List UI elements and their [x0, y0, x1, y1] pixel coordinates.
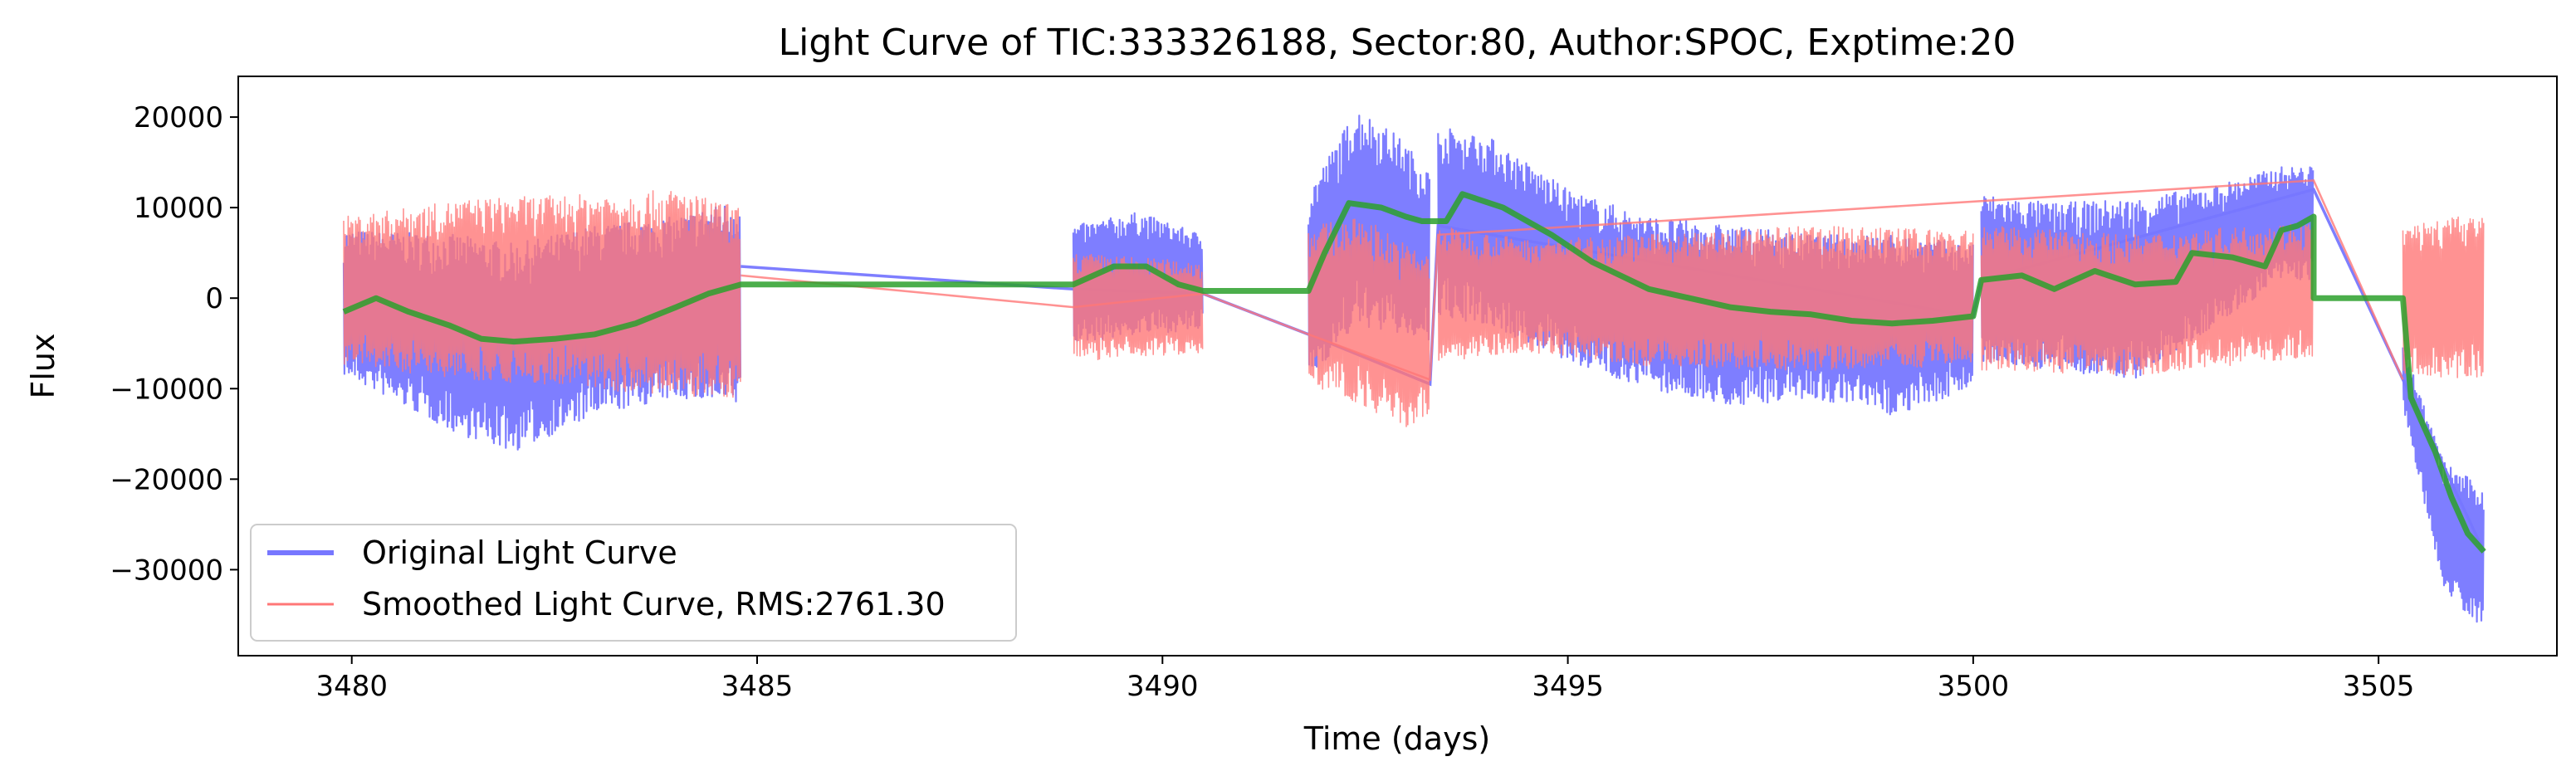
y-tick-label: 20000 [134, 101, 223, 134]
chart-title: Light Curve of TIC:333326188, Sector:80,… [779, 22, 2016, 64]
y-axis: −30000 −20000 −10000 0 10000 20000 [110, 101, 238, 587]
x-tick-label: 3485 [721, 670, 794, 703]
x-tick-label: 3490 [1127, 670, 1199, 703]
series-1-segment-3 [1437, 226, 1974, 371]
x-axis-label: Time (days) [1303, 720, 1490, 757]
series-1-segment-0 [343, 190, 741, 398]
legend-box [250, 524, 1017, 642]
series-0-segment-4 [1980, 166, 2314, 379]
plot-frame [237, 76, 2558, 657]
series-1-segment-5 [2402, 216, 2485, 378]
x-axis: 3480 3485 3490 3495 3500 3505 [315, 656, 2414, 703]
legend-label-smoothed: Smoothed Light Curve, RMS:2761.30 [362, 586, 946, 622]
series-0-segment-5 [2402, 347, 2485, 623]
x-tick-label: 3480 [315, 670, 388, 703]
series-2-trend-line [342, 191, 2486, 554]
y-tick-label: 10000 [134, 192, 223, 225]
plot-area [342, 115, 2486, 623]
y-tick-label: 0 [205, 282, 223, 315]
y-tick-label: −30000 [110, 554, 223, 587]
y-axis-label: Flux [25, 334, 61, 399]
y-tick-label: −10000 [110, 373, 223, 406]
legend: Original Light Curve Smoothed Light Curv… [250, 524, 1017, 642]
x-tick-label: 3505 [2343, 670, 2415, 703]
series-1-segment-2 [1308, 218, 1430, 427]
y-tick-label: −20000 [110, 463, 223, 496]
x-tick-label: 3495 [1532, 670, 1604, 703]
series-1-segment-4 [1980, 223, 2314, 376]
x-tick-label: 3500 [1938, 670, 2010, 703]
legend-label-original: Original Light Curve [362, 534, 677, 571]
